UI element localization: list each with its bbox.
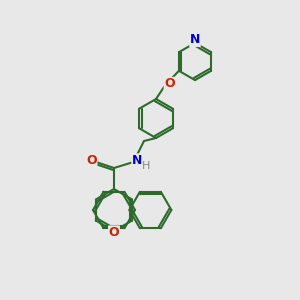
- Text: N: N: [132, 154, 142, 167]
- Text: O: O: [164, 77, 175, 91]
- Text: N: N: [190, 33, 200, 46]
- Text: O: O: [109, 226, 119, 239]
- Text: O: O: [86, 154, 97, 167]
- Text: H: H: [142, 160, 150, 171]
